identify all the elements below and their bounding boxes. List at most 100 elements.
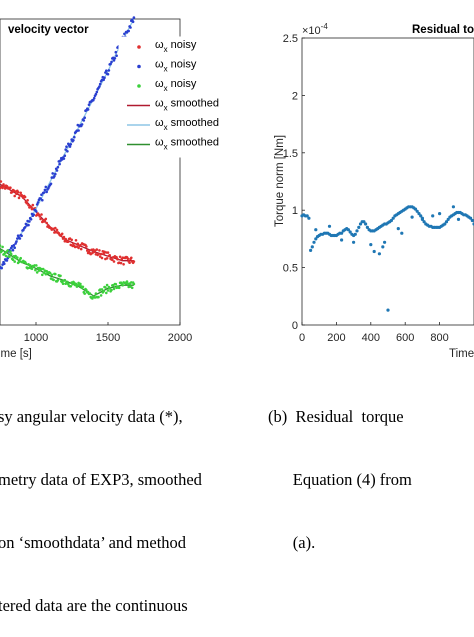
- left-noisy-point: [1, 245, 4, 249]
- left-noisy-point: [42, 191, 46, 194]
- right-data-point: [340, 231, 344, 235]
- left-noisy-point: [107, 69, 111, 72]
- left-noisy-point: [28, 220, 31, 223]
- legend-symbol: ω: [155, 137, 164, 149]
- left-noisy-point: [41, 273, 44, 277]
- left-noisy-point: [82, 119, 86, 122]
- right-x-tick-label: 600: [396, 332, 414, 344]
- left-noisy-point: [131, 20, 135, 24]
- left-noisy-point: [127, 29, 130, 33]
- right-data-point: [353, 232, 357, 236]
- left-noisy-point: [65, 145, 68, 148]
- left-x-tick-label: 1500: [96, 332, 120, 344]
- right-data-point: [383, 240, 387, 244]
- right-y-tick-label: 0: [292, 320, 298, 332]
- right-data-point: [391, 216, 395, 220]
- left-noisy-point: [117, 286, 121, 290]
- left-noisy-point: [29, 205, 33, 209]
- left-noisy-point: [63, 154, 67, 157]
- right-x-tick-label: 800: [430, 332, 448, 344]
- left-noisy-point: [132, 260, 136, 263]
- right-y-exponent-power: -4: [321, 22, 329, 31]
- right-data-point: [369, 243, 373, 247]
- left-noisy-point: [108, 254, 111, 257]
- left-noisy-point: [44, 272, 48, 276]
- right-y-tick-label: 1: [292, 205, 298, 217]
- left-noisy-point: [95, 90, 99, 94]
- left-noisy-point: [102, 290, 105, 293]
- legend-text: smoothed: [168, 98, 219, 110]
- left-x-ticks: 1000 1500 2000: [24, 322, 192, 344]
- legend-marker: [137, 45, 141, 49]
- right-data-point: [312, 240, 316, 244]
- left-noisy-point: [97, 252, 100, 256]
- left-noisy-point: [2, 183, 5, 186]
- left-noisy-point: [94, 292, 98, 295]
- left-noisy-point: [52, 278, 55, 282]
- left-noisy-point: [50, 273, 54, 277]
- left-noisy-point: [79, 243, 82, 247]
- legend-entry: ωx noisy: [155, 59, 197, 74]
- left-noisy-point: [123, 32, 126, 36]
- left-noisy-point: [76, 242, 80, 246]
- left-noisy-point: [44, 217, 48, 221]
- left-noisy-point: [55, 169, 59, 172]
- left-noisy-point: [79, 247, 83, 251]
- right-data-point: [444, 220, 449, 224]
- left-noisy-point: [69, 285, 73, 288]
- left-noisy-point: [81, 285, 85, 289]
- left-noisy-point: [41, 267, 45, 271]
- left-noisy-point: [105, 257, 109, 260]
- left-noisy-point: [3, 187, 7, 190]
- left-noisy-point: [0, 244, 2, 247]
- left-noisy-point: [44, 185, 48, 189]
- left-noisy-point: [118, 255, 122, 259]
- left-noisy-point: [35, 264, 38, 267]
- right-data-point: [456, 217, 461, 221]
- left-noisy-point: [8, 255, 11, 259]
- left-noisy-point: [19, 256, 23, 260]
- left-noisy-point: [49, 182, 53, 186]
- left-noisy-point: [125, 280, 129, 283]
- caption-right-line-2: Equation (4) from: [268, 470, 412, 489]
- right-data-point: [377, 252, 381, 256]
- left-noisy-point: [72, 139, 75, 142]
- right-data-point: [364, 222, 368, 226]
- right-data-point: [310, 245, 314, 249]
- left-noisy-point: [40, 193, 43, 196]
- left-noisy-point: [69, 143, 73, 146]
- left-noisy-point: [129, 26, 132, 29]
- left-noisy-point: [20, 234, 23, 238]
- left-noisy-point: [116, 257, 119, 261]
- right-data-point: [438, 212, 442, 216]
- left-noisy-point: [73, 135, 76, 139]
- caption-right-line-3: (a).: [268, 533, 316, 552]
- caption-left-line-4: tered data are the continuous: [0, 596, 188, 615]
- left-noisy-point: [80, 123, 84, 126]
- right-x-axis-label: Time: [449, 348, 474, 360]
- left-noisy-point: [45, 190, 48, 194]
- right-data-point: [451, 205, 455, 209]
- right-data-point: [362, 220, 366, 224]
- right-data-marks: [300, 205, 474, 312]
- right-data-point: [340, 238, 344, 242]
- left-noisy-point: [100, 256, 104, 260]
- left-noisy-point: [0, 180, 3, 183]
- left-noisy-point: [103, 76, 106, 79]
- left-noisy-point: [23, 195, 27, 199]
- figure: velocity vector 1000 1500 2000 ime [s] ωx …: [0, 16, 474, 360]
- left-noisy-point: [85, 288, 88, 292]
- left-noisy-point: [54, 172, 57, 176]
- left-noisy-point: [67, 240, 70, 243]
- left-noisy-point: [30, 267, 34, 271]
- legend-symbol: ω: [155, 98, 164, 110]
- legend-symbol: ω: [155, 59, 164, 71]
- left-noisy-point: [48, 271, 52, 275]
- left-noisy-point: [42, 271, 46, 275]
- left-noisy-point: [27, 223, 30, 227]
- legend-entry: ωx smoothed: [155, 137, 219, 152]
- legend-entry: ωx smoothed: [155, 117, 219, 132]
- left-noisy-point: [0, 266, 3, 270]
- left-data-marks: [0, 16, 136, 300]
- right-y-tick-label: 1.5: [283, 148, 298, 160]
